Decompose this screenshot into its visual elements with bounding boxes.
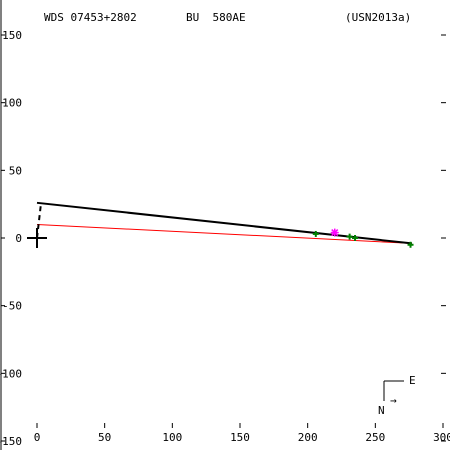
y-tick-label: 100 xyxy=(2,97,22,110)
header-reference: (USN2013a) xyxy=(345,11,411,24)
x-tick-label: 0 xyxy=(34,431,41,444)
y-tick-label: -100 xyxy=(0,367,22,380)
node-connector xyxy=(36,202,43,239)
x-tick-label: 100 xyxy=(162,431,182,444)
x-tick-label: 150 xyxy=(230,431,250,444)
y-tick-label: -50 xyxy=(2,300,22,313)
x-tick-label: 200 xyxy=(298,431,318,444)
y-tick-label: 50 xyxy=(9,164,22,177)
x-tick-label: 50 xyxy=(98,431,111,444)
x-tick-label: 250 xyxy=(365,431,385,444)
compass-north-label: N xyxy=(378,404,385,417)
tick-labels: 150 100 50 0 -50 -100 -150 0 50 100 150 200 250 300 xyxy=(0,29,450,448)
axis-ticks xyxy=(1,34,446,442)
y-tick-label: 0 xyxy=(15,232,22,245)
special-point xyxy=(330,228,339,237)
y-tick-label: -150 xyxy=(0,435,22,448)
compass: E N → xyxy=(378,374,416,417)
compass-east-label: E xyxy=(409,374,416,387)
x-tick-label: 300 xyxy=(433,431,450,444)
fit-line xyxy=(36,223,412,244)
y-tick-label: 150 xyxy=(2,29,22,42)
compass-arrow-icon: → xyxy=(390,394,397,407)
chart-marks xyxy=(27,201,414,248)
header-wds-id: WDS 07453+2802 xyxy=(44,11,137,24)
header-designation: BU 580AE xyxy=(186,11,246,24)
